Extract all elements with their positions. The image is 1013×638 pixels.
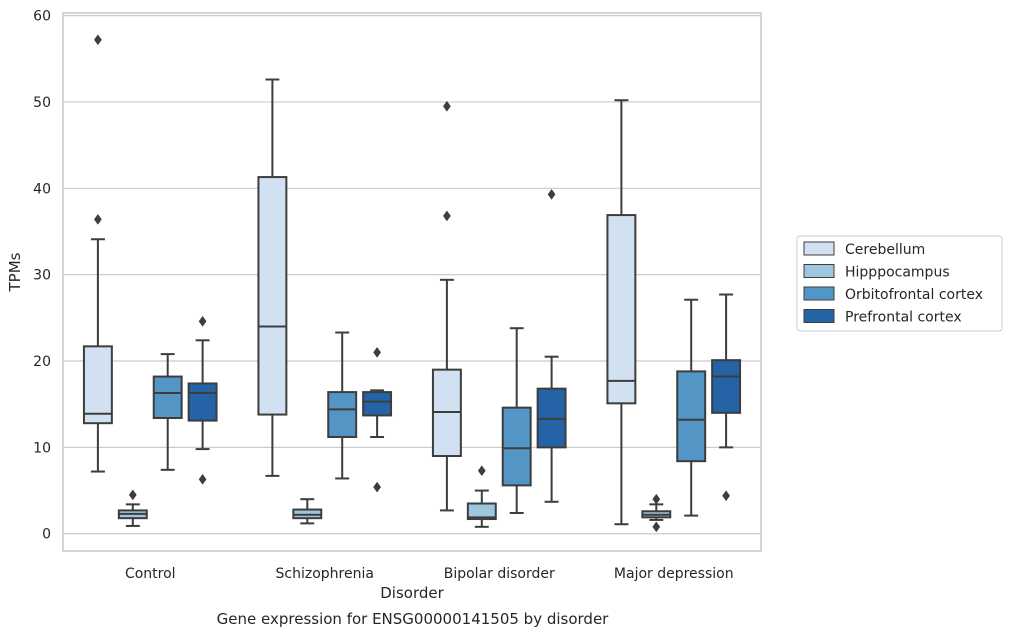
y-tick-label-30: 30 (33, 268, 51, 284)
y-tick-label-0: 0 (42, 527, 51, 543)
outlier-point (722, 490, 731, 502)
box-body (82, 345, 113, 425)
plot-frame (62, 12, 762, 552)
box-body (711, 359, 742, 414)
box-0-0 (82, 34, 113, 473)
legend-swatch (803, 309, 835, 323)
legend-label: Orbitofrontal cortex (845, 287, 983, 303)
box-3-1 (362, 346, 393, 493)
box-2-1 (327, 331, 358, 480)
box-0-3 (606, 99, 637, 526)
legend-label: Cerebellum (845, 242, 925, 258)
legend-swatch (803, 286, 835, 301)
box-1-1 (292, 498, 323, 525)
legend-item-2: Orbitofrontal cortex (803, 286, 983, 303)
x-tick-label-1: Schizophrenia (276, 566, 374, 582)
box-body (152, 375, 183, 420)
box-0-1 (257, 78, 288, 477)
outlier-point (93, 34, 102, 46)
outlier-point (547, 188, 556, 200)
box-0-2 (431, 100, 462, 512)
y-tick-label-20: 20 (33, 354, 51, 370)
outlier-point (477, 465, 486, 477)
box-body (466, 502, 497, 521)
x-tick-label-2: Bipolar disorder (444, 566, 555, 582)
outlier-point (198, 473, 207, 485)
outlier-point (442, 210, 451, 222)
outlier-point (442, 100, 451, 112)
x-axis-label: Disorder (380, 584, 444, 602)
y-tick-label-40: 40 (33, 181, 51, 197)
outlier-point (198, 315, 207, 327)
box-1-2 (466, 465, 497, 528)
box-body (187, 382, 218, 422)
box-1-3 (641, 493, 672, 533)
legend-frame (796, 235, 1003, 332)
box-2-2 (501, 327, 532, 515)
box-body (362, 391, 393, 417)
legend-swatch (803, 264, 835, 278)
x-tick-labels: Control Schizophrenia Bipolar disorder Majo… (125, 566, 734, 582)
legend-item-1: Hipppocampus (803, 264, 950, 281)
box-body (606, 214, 637, 405)
outlier-point (652, 493, 661, 505)
legend-item-3: Prefrontal cortex (803, 309, 962, 326)
box-body (676, 370, 707, 463)
legend-label: Hipppocampus (845, 265, 950, 281)
box-2-0 (152, 353, 183, 471)
legend-item-0: Cerebellum (803, 241, 925, 258)
legend-label: Prefrontal cortex (845, 310, 962, 326)
outlier-point (128, 489, 137, 501)
y-tick-label-60: 60 (33, 9, 51, 25)
y-axis-label: TPMs (6, 252, 24, 292)
outlier-point (373, 346, 382, 358)
box-3-3 (711, 293, 742, 502)
y-tick-label-50: 50 (33, 95, 51, 111)
x-tick-label-0: Control (125, 566, 176, 582)
box-2-3 (676, 298, 707, 517)
box-1-0 (117, 489, 148, 527)
box-3-2 (536, 188, 567, 503)
y-tick-label-10: 10 (33, 440, 51, 456)
grid-lines (63, 14, 761, 535)
outlier-point (373, 481, 382, 493)
legend-items: Cerebellum Hipppocampus Orbitofrontal cort… (803, 241, 983, 326)
box-body (327, 391, 358, 439)
outlier-point (652, 521, 661, 533)
y-tick-labels: 0 10 20 30 40 50 60 (33, 9, 51, 543)
box-3-0 (187, 315, 218, 485)
figure-caption: Gene expression for ENSG00000141505 by d… (216, 610, 609, 628)
x-tick-label-3: Major depression (614, 566, 734, 582)
box-body (501, 406, 532, 487)
legend-swatch (803, 241, 835, 256)
legend: Cerebellum Hipppocampus Orbitofrontal cort… (796, 235, 1003, 332)
outlier-point (93, 213, 102, 225)
boxes (82, 34, 742, 533)
box-body (257, 176, 288, 416)
